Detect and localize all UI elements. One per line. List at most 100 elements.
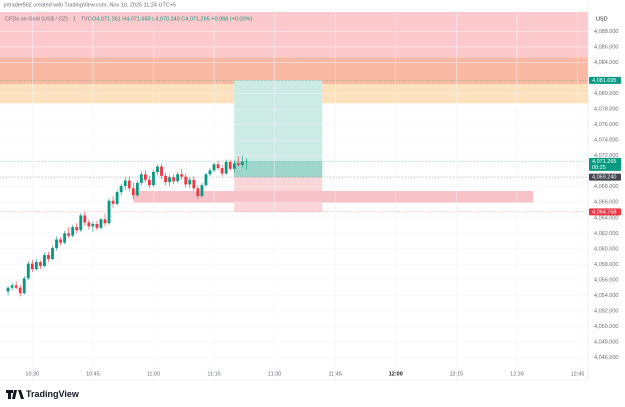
candle-body [224,161,228,174]
y-tick-label: 4,084.000 [594,60,618,66]
candle-body [160,166,163,176]
candle-body [22,278,26,294]
y-tick-label: 4,066.000 [594,200,618,206]
candles [6,155,248,297]
candle-body [148,179,151,186]
x-tick-label: 12:30 [510,371,524,377]
candle-body [43,255,46,266]
candle-body [75,227,79,231]
candle-body [184,176,188,185]
candle-body [156,166,159,172]
y-tick-label: 4,058.000 [594,262,618,268]
candle-body [79,215,83,231]
y-tick-label: 4,048.000 [594,340,618,346]
price-label: 4,064.768 [592,209,616,215]
candle-body [55,239,58,249]
candle-body [135,182,139,196]
candle-body [176,174,180,182]
zone [0,12,588,58]
candle-body [143,174,147,180]
candle-body [18,287,22,294]
watermark: jntrader562 created with TradingView.com… [3,2,176,8]
x-tick-label: 12:45 [571,371,585,377]
zone [133,191,534,204]
countdown: 00:25 [592,165,606,171]
candle-body [119,185,123,193]
brand-logo: TradingView [6,389,80,399]
candle-body [228,161,232,169]
candle-body [63,233,67,243]
candle-body [200,185,204,197]
candle-body [10,285,14,288]
zone [234,161,323,178]
y-tick-label: 4,050.000 [594,324,618,330]
y-tick-label: 4,046.000 [594,355,618,361]
candle-body [111,200,115,204]
candle-body [123,180,127,186]
candle-body [30,263,34,270]
candle-body [220,168,224,174]
x-tick-label: 10:30 [25,371,39,377]
grid [0,12,588,380]
symbol-title: CFDs on Gold (US$ / OZ) · 1 · TVC [5,16,92,22]
candle-body [168,177,172,183]
price-label-bg [589,208,621,216]
candle-body [139,174,143,183]
y-tick-label: 4,076.000 [594,122,618,128]
x-tick-label: 11:30 [268,371,281,377]
candle-body [152,171,155,186]
candle-body [26,263,30,279]
candle-body [67,233,71,236]
y-tick-label: 4,060.000 [594,246,618,252]
candle-body [240,161,244,165]
candle-body [95,224,99,228]
candle-body [99,219,103,228]
candle-body [59,239,62,243]
candle-body [131,188,135,196]
price-label: 4,069.240 [592,175,616,181]
candle-body [34,262,38,270]
price-label: 4,081.695 [592,78,616,84]
y-tick-label: 4,088.000 [594,29,618,35]
candle-body [188,179,192,185]
candle-body [38,262,42,266]
candle-body [244,161,248,162]
price-label-bg [589,157,621,171]
zone [234,80,323,178]
price-label-bg [589,76,621,84]
price-label: 4,071.265 [592,159,616,165]
candle-body [14,285,18,288]
y-tick-label: 4,052.000 [594,308,618,314]
x-tick-label: 12:00 [389,371,403,377]
y-tick-label: 4,072.000 [594,153,618,159]
y-tick-label: 4,086.000 [594,44,618,50]
candle-body [6,287,10,292]
zone [0,57,588,85]
brand: TradingView [26,389,80,399]
candle-body [192,179,196,189]
candle-body [71,227,75,236]
currency: USD [596,16,608,22]
y-tick-label: 4,054.000 [594,293,618,299]
candle-body [164,175,167,183]
candle-body [216,164,220,169]
y-tick-label: 4,062.000 [594,231,618,237]
y-tick-label: 4,068.000 [594,184,618,190]
candle-body [107,200,111,224]
x-tick-label: 10:45 [86,371,100,377]
candle-body [236,163,240,165]
candle-body [91,224,95,227]
candle-body [115,192,119,204]
x-tick-label: 11:45 [329,371,342,377]
ohlc-legend: O4,071.261 H4,071.650 L4,070.240 C4,071.… [92,16,252,22]
y-tick-label: 4,074.000 [594,138,618,144]
candle-body [87,222,91,227]
y-tick-label: 4,064.000 [594,215,618,221]
x-tick-label: 12:15 [449,371,463,377]
candle-body [232,163,236,169]
candle-body [47,255,50,259]
y-tick-label: 4,078.000 [594,107,618,113]
candle-body [127,180,131,189]
